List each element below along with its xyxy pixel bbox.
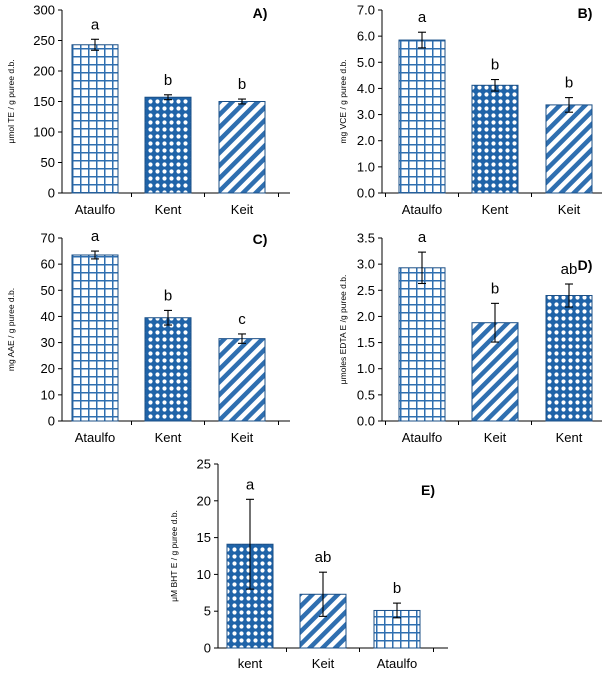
category-label: Keit — [231, 202, 254, 217]
significance-label: a — [418, 9, 427, 26]
category-label: Kent — [482, 202, 509, 217]
bar — [218, 338, 266, 422]
bar — [144, 317, 192, 422]
significance-label: a — [91, 16, 100, 33]
y-tick-label: 30 — [41, 335, 55, 350]
bar — [545, 104, 593, 194]
y-tick-label: 70 — [41, 231, 55, 246]
panel-label: E) — [421, 482, 435, 498]
y-axis-title: mg VCE / g puree d.b. — [338, 59, 348, 143]
category-label: Keit — [231, 430, 254, 445]
y-axis-title: mg AAE / g puree d.b. — [6, 288, 16, 371]
panel-label: B) — [578, 5, 593, 21]
category-label: Ataulfo — [402, 202, 442, 217]
significance-label: b — [164, 72, 172, 89]
significance-label: ab — [561, 261, 578, 278]
chart-panel-b: 0.0 1.0 2.0 3.0 4.0 5.0 6.0 7.0 a Ataulfo b Kent b Ke… — [338, 3, 602, 217]
y-tick-label: 1.0 — [357, 159, 375, 174]
y-tick-label: 5 — [204, 604, 211, 619]
category-label: Ataulfo — [377, 656, 417, 671]
category-label: Ataulfo — [402, 430, 442, 445]
bar — [398, 267, 446, 422]
significance-label: a — [91, 228, 100, 245]
category-label: Ataulfo — [75, 430, 115, 445]
bar — [398, 39, 446, 194]
chart-panel-a: 0 50 100 150 200 250 300 a Ataulfo b Kent b Keit μmol… — [6, 3, 290, 217]
y-tick-label: 50 — [41, 155, 55, 170]
category-label: Keit — [312, 656, 335, 671]
y-tick-label: 10 — [41, 387, 55, 402]
y-tick-label: 1.0 — [357, 361, 375, 376]
category-label: Kent — [155, 202, 182, 217]
y-tick-label: 100 — [33, 125, 55, 140]
y-tick-label: 20 — [41, 361, 55, 376]
y-tick-label: 5.0 — [357, 55, 375, 70]
chart-panel-d: 0.0 0.5 1.0 1.5 2.0 2.5 3.0 3.5 a Ataulfo b Keit ab K… — [338, 229, 602, 445]
chart-panel-e: 0 5 10 15 20 25 a kent ab Keit b Ataulfo μM BHT E / … — [169, 457, 448, 671]
bar — [144, 96, 192, 194]
y-tick-label: 250 — [33, 33, 55, 48]
panel-label: A) — [253, 5, 268, 21]
y-tick-label: 2.0 — [357, 309, 375, 324]
y-tick-label: 60 — [41, 257, 55, 272]
y-tick-label: 2.0 — [357, 133, 375, 148]
category-label: Kent — [556, 430, 583, 445]
significance-label: b — [491, 57, 499, 74]
panel-label: D) — [578, 257, 593, 273]
y-tick-label: 0.5 — [357, 387, 375, 402]
y-tick-label: 25 — [197, 457, 211, 472]
significance-label: a — [246, 476, 255, 493]
y-tick-label: 3.0 — [357, 257, 375, 272]
y-axis-title: μM BHT E / g puree d.b. — [169, 510, 179, 602]
y-tick-label: 4.0 — [357, 81, 375, 96]
y-tick-label: 50 — [41, 283, 55, 298]
y-tick-label: 15 — [197, 530, 211, 545]
significance-label: b — [491, 280, 499, 297]
y-tick-label: 3.0 — [357, 107, 375, 122]
significance-label: b — [238, 76, 246, 93]
bar — [71, 44, 119, 194]
y-tick-label: 6.0 — [357, 29, 375, 44]
bar — [218, 101, 266, 194]
y-tick-label: 40 — [41, 309, 55, 324]
significance-label: b — [164, 287, 172, 304]
y-tick-label: 0.0 — [357, 186, 375, 201]
y-tick-label: 200 — [33, 64, 55, 79]
panel-label: C) — [253, 231, 268, 247]
y-axis-title: μmoles EDTA E /g puree d.b. — [338, 275, 348, 385]
significance-label: a — [418, 229, 427, 246]
y-axis-title: μmol TE / g puree d.b. — [6, 59, 16, 143]
bar — [71, 254, 119, 422]
significance-label: b — [393, 580, 401, 597]
chart-panel-c: 0 10 20 30 40 50 60 70 a Ataulfo b Kent c Keit mg AAE … — [6, 228, 290, 445]
category-label: Keit — [484, 430, 507, 445]
y-tick-label: 0 — [48, 186, 55, 201]
y-tick-label: 0 — [204, 641, 211, 656]
bar — [471, 84, 519, 194]
category-label: Ataulfo — [75, 202, 115, 217]
y-tick-label: 20 — [197, 493, 211, 508]
y-tick-label: 300 — [33, 3, 55, 18]
category-label: kent — [238, 656, 263, 671]
y-tick-label: 150 — [33, 94, 55, 109]
y-tick-label: 0 — [48, 414, 55, 429]
significance-label: ab — [315, 549, 332, 566]
y-tick-label: 0.0 — [357, 414, 375, 429]
significance-label: c — [238, 311, 246, 328]
y-tick-label: 1.5 — [357, 335, 375, 350]
significance-label: b — [565, 75, 573, 92]
y-tick-label: 7.0 — [357, 3, 375, 18]
y-tick-label: 2.5 — [357, 283, 375, 298]
bar — [545, 295, 593, 422]
y-tick-label: 3.5 — [357, 231, 375, 246]
y-tick-label: 10 — [197, 567, 211, 582]
category-label: Kent — [155, 430, 182, 445]
category-label: Keit — [558, 202, 581, 217]
